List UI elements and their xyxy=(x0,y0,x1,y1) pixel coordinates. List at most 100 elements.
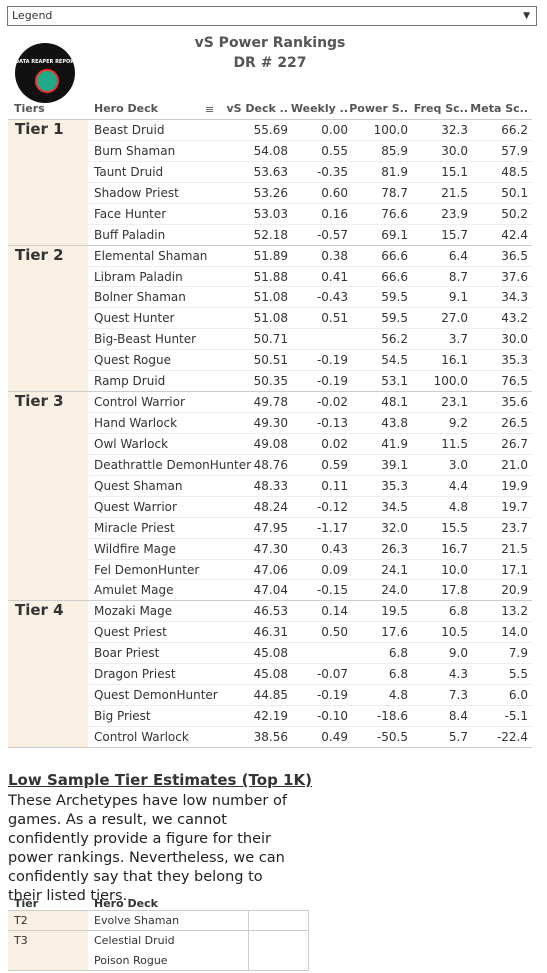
legend-dropdown[interactable]: Legend ▼ xyxy=(7,6,537,26)
cell-value: 0.59 xyxy=(321,457,348,472)
tier-label: Tier 1 xyxy=(15,120,64,138)
cell-value: 0.60 xyxy=(321,185,348,200)
cell-value: 37.6 xyxy=(501,269,528,284)
cell-value: -5.1 xyxy=(504,709,528,724)
cell-value: 35.6 xyxy=(501,395,528,410)
cell-value: 0.09 xyxy=(321,562,348,577)
cell-value: 21.5 xyxy=(501,541,528,556)
sort-icon: ≡ xyxy=(205,103,215,116)
logo: DATA REAPER REPORT xyxy=(15,43,75,103)
deck-name: Dragon Priest xyxy=(94,667,176,682)
cell-value: 8.7 xyxy=(448,269,468,284)
cell-value: 48.33 xyxy=(253,478,288,493)
cell-value: 0.55 xyxy=(321,143,348,158)
cell-value: 100.0 xyxy=(373,123,408,137)
row-separator xyxy=(88,328,532,330)
cell-value: 15.5 xyxy=(441,520,468,535)
cell-value: 8.4 xyxy=(448,709,468,724)
row-separator xyxy=(88,725,532,727)
tier-cell xyxy=(8,119,88,245)
deck-name: Miracle Priest xyxy=(94,520,175,535)
cell-value: 7.3 xyxy=(448,688,468,703)
cell-value: 6.8 xyxy=(388,667,408,682)
deck-name: Owl Warlock xyxy=(94,436,169,451)
cell-value: 3.0 xyxy=(448,457,468,472)
row-separator xyxy=(88,558,532,560)
column-header: Hero Deck xyxy=(94,102,158,115)
deck-name: Quest Hunter xyxy=(94,311,175,326)
cell-value: 30.0 xyxy=(441,143,468,158)
small-deck: Evolve Shaman xyxy=(94,914,180,927)
tier-cell xyxy=(8,244,88,392)
cell-value: 23.7 xyxy=(501,520,528,535)
cell-value: 35.3 xyxy=(501,353,528,368)
cell-value: 69.1 xyxy=(381,227,408,242)
cell-value: 0.49 xyxy=(321,729,348,744)
cell-value: 35.3 xyxy=(381,478,408,493)
cell-value: 50.71 xyxy=(253,332,288,347)
cell-value: -0.02 xyxy=(316,395,348,410)
cell-value: 0.51 xyxy=(321,311,348,326)
cell-value: 10.0 xyxy=(441,562,468,577)
small-col-sep xyxy=(248,910,249,930)
tier-label: Tier 2 xyxy=(15,245,64,264)
cell-value: 55.69 xyxy=(253,123,288,137)
cell-value: -0.12 xyxy=(316,499,348,514)
cell-value: 0.02 xyxy=(321,436,348,451)
cell-value: -0.19 xyxy=(316,688,348,703)
cell-value: 27.0 xyxy=(441,311,468,326)
cell-value: 17.6 xyxy=(381,625,408,640)
logo-icon xyxy=(35,69,59,93)
deck-name: Big-Beast Hunter xyxy=(94,332,197,347)
cell-value: 21.5 xyxy=(441,185,468,200)
group-separator xyxy=(8,600,532,602)
cell-value: 17.1 xyxy=(501,562,528,577)
row-separator xyxy=(88,621,532,623)
cell-value: 59.5 xyxy=(381,290,408,305)
small-tier: T2 xyxy=(14,914,28,927)
deck-name: Wildfire Mage xyxy=(94,541,177,556)
cell-value: 66.2 xyxy=(501,123,528,137)
cell-value: 0.11 xyxy=(321,478,348,493)
subtitle: DR # 227 xyxy=(233,55,307,71)
cell-value: 42.19 xyxy=(253,709,288,724)
small-tier-cell xyxy=(8,930,88,971)
deck-name: Shadow Priest xyxy=(94,185,179,200)
group-separator xyxy=(8,244,532,246)
deck-name: Deathrattle DemonHunter xyxy=(94,457,252,472)
cell-value: 9.2 xyxy=(448,416,468,431)
cell-value: 34.3 xyxy=(501,290,528,305)
cell-value: 0.41 xyxy=(321,269,348,284)
deck-name: Quest Priest xyxy=(94,625,167,640)
cell-value: 0.16 xyxy=(321,206,348,221)
deck-name: Burn Shaman xyxy=(94,143,176,158)
cell-value: -0.19 xyxy=(316,353,348,368)
cell-value: 59.5 xyxy=(381,311,408,326)
column-header: Power S.. xyxy=(349,102,408,115)
cell-value: 19.7 xyxy=(501,499,528,514)
row-separator xyxy=(88,307,532,309)
cell-value: 26.7 xyxy=(501,436,528,451)
cell-value: 32.0 xyxy=(381,520,408,535)
cell-value: 43.8 xyxy=(381,416,408,431)
cell-value: -0.13 xyxy=(316,416,348,431)
cell-value: 41.9 xyxy=(381,436,408,451)
cell-value: 53.1 xyxy=(381,374,408,389)
cell-value: 3.7 xyxy=(448,332,468,347)
small-header: Tier xyxy=(14,897,39,910)
cell-value: 24.1 xyxy=(381,562,408,577)
cell-value: 54.5 xyxy=(381,353,408,368)
row-separator xyxy=(88,160,532,162)
cell-value: 76.5 xyxy=(501,374,528,389)
title: vS Power Rankings xyxy=(194,35,346,51)
section-title: Low Sample Tier Estimates (Top 1K) xyxy=(8,771,312,789)
cell-value: 6.8 xyxy=(388,646,408,661)
cell-value: 4.3 xyxy=(448,667,468,682)
deck-name: Fel DemonHunter xyxy=(94,562,200,577)
cell-value: 15.7 xyxy=(441,227,468,242)
cell-value: 85.9 xyxy=(381,143,408,158)
cell-value: 49.08 xyxy=(253,436,288,451)
cell-value: 49.78 xyxy=(253,395,288,410)
cell-value: 7.9 xyxy=(508,646,528,661)
cell-value: 26.5 xyxy=(501,416,528,431)
